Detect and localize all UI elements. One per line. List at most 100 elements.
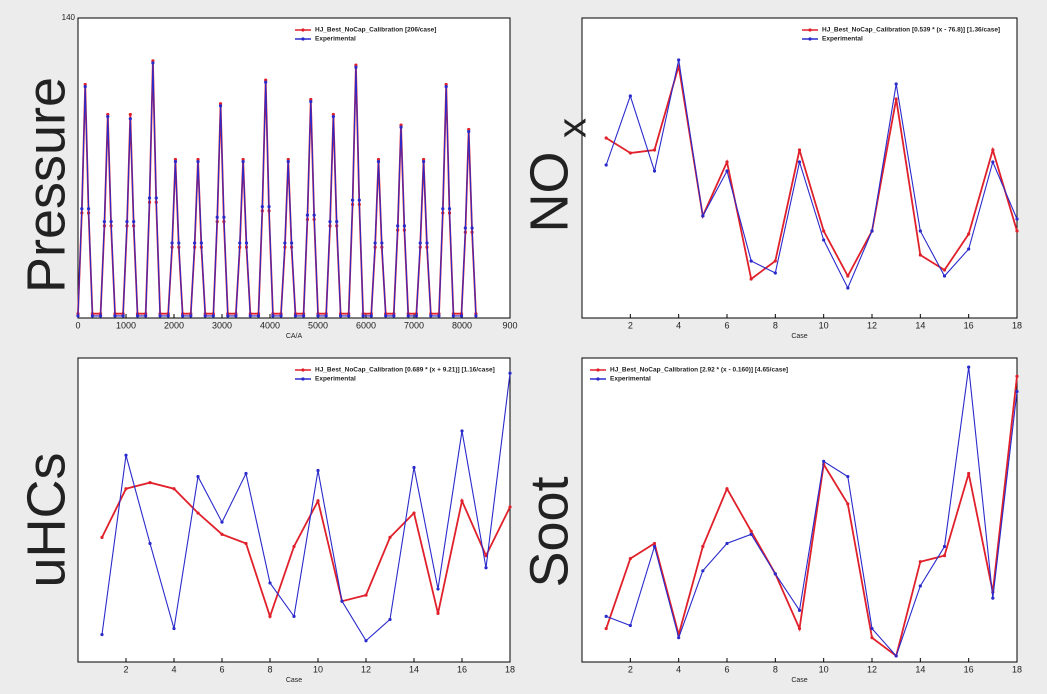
marker [725, 487, 729, 491]
series-line [606, 367, 1018, 657]
chart: 0 1000 2000 3000 4000 5000 6000 7000 8000 900 140 C… [16, 13, 517, 340]
x-tick-label: 12 [867, 320, 877, 330]
marker [604, 614, 608, 619]
x-tick-label: 3000 [212, 320, 232, 330]
marker [846, 502, 850, 506]
series-line [101, 373, 511, 642]
marker [86, 207, 91, 211]
marker [773, 572, 777, 576]
marker [991, 596, 995, 600]
marker [340, 599, 344, 603]
marker [218, 104, 223, 108]
marker [286, 159, 290, 164]
marker [177, 241, 181, 245]
marker [244, 541, 248, 546]
x-tick-label: 900 [502, 320, 517, 330]
y-tick-label: 140 [62, 13, 76, 22]
marker [132, 219, 136, 224]
marker [773, 259, 777, 263]
marker [604, 626, 608, 631]
marker [508, 505, 512, 509]
marker [316, 468, 320, 473]
side-label: NO [519, 152, 579, 233]
series-line [605, 376, 1018, 658]
x-axis-label: Case [791, 333, 807, 340]
marker [144, 314, 148, 318]
marker [436, 587, 440, 591]
marker [918, 560, 922, 564]
marker [725, 169, 729, 173]
marker [467, 129, 471, 134]
marker [967, 247, 971, 251]
marker [364, 593, 368, 597]
marker [402, 224, 406, 228]
marker [109, 219, 113, 224]
x-tick-label: 16 [964, 664, 974, 674]
marker [264, 80, 268, 84]
legend-label: HJ_Best_NoCap_Calibration [206/case] [315, 27, 436, 34]
marker [652, 169, 657, 173]
marker [846, 274, 850, 278]
marker [154, 196, 158, 200]
marker [444, 84, 448, 89]
marker [271, 314, 275, 318]
marker [283, 241, 287, 245]
marker [193, 241, 197, 245]
marker [797, 626, 802, 631]
marker [128, 112, 132, 117]
marker [1015, 374, 1019, 378]
marker [135, 314, 140, 318]
marker [725, 160, 729, 164]
marker [211, 314, 215, 318]
x-tick-label: 18 [1012, 320, 1022, 330]
marker [83, 84, 87, 89]
marker [354, 65, 358, 69]
marker [1015, 229, 1019, 233]
x-tick-label: 4 [171, 664, 176, 674]
marker [701, 569, 705, 573]
marker [942, 544, 947, 549]
x-tick-label: 14 [915, 664, 925, 674]
marker [312, 213, 316, 217]
marker [172, 626, 176, 631]
marker [437, 314, 441, 318]
x-tick-label: 18 [1012, 664, 1022, 674]
marker [292, 614, 296, 619]
marker [373, 241, 377, 245]
marker [474, 314, 478, 318]
marker [441, 207, 445, 211]
marker [918, 584, 922, 588]
marker [335, 219, 339, 224]
marker [894, 654, 898, 658]
x-tick-label: 12 [361, 664, 371, 674]
marker [749, 529, 753, 533]
marker [484, 566, 488, 570]
marker [151, 61, 155, 65]
marker [384, 314, 388, 318]
x-tick-label: 12 [867, 664, 877, 674]
legend-label: Experimental [315, 36, 356, 43]
marker [918, 253, 922, 257]
legend-marker [301, 377, 305, 381]
marker [125, 219, 129, 224]
plot-area [581, 17, 1018, 319]
marker [268, 581, 272, 585]
marker [234, 314, 238, 318]
marker [451, 314, 455, 318]
marker [388, 535, 392, 539]
x-tick-label: 6 [724, 320, 729, 330]
marker [846, 474, 850, 479]
marker [749, 277, 753, 281]
marker [172, 487, 176, 491]
x-tick-label: 7000 [404, 320, 424, 330]
marker [369, 314, 373, 318]
marker [106, 114, 110, 119]
marker [918, 229, 922, 233]
marker [628, 623, 632, 628]
marker [652, 541, 657, 546]
chart: 2 4 6 8 10 12 14 16 18 Case Soot HJ_Best_NoCap_Cali… [519, 357, 1022, 684]
x-tick-label: 1000 [116, 320, 136, 330]
side-label: uHCs [16, 452, 76, 587]
series-line [605, 59, 1018, 290]
marker [324, 314, 328, 318]
